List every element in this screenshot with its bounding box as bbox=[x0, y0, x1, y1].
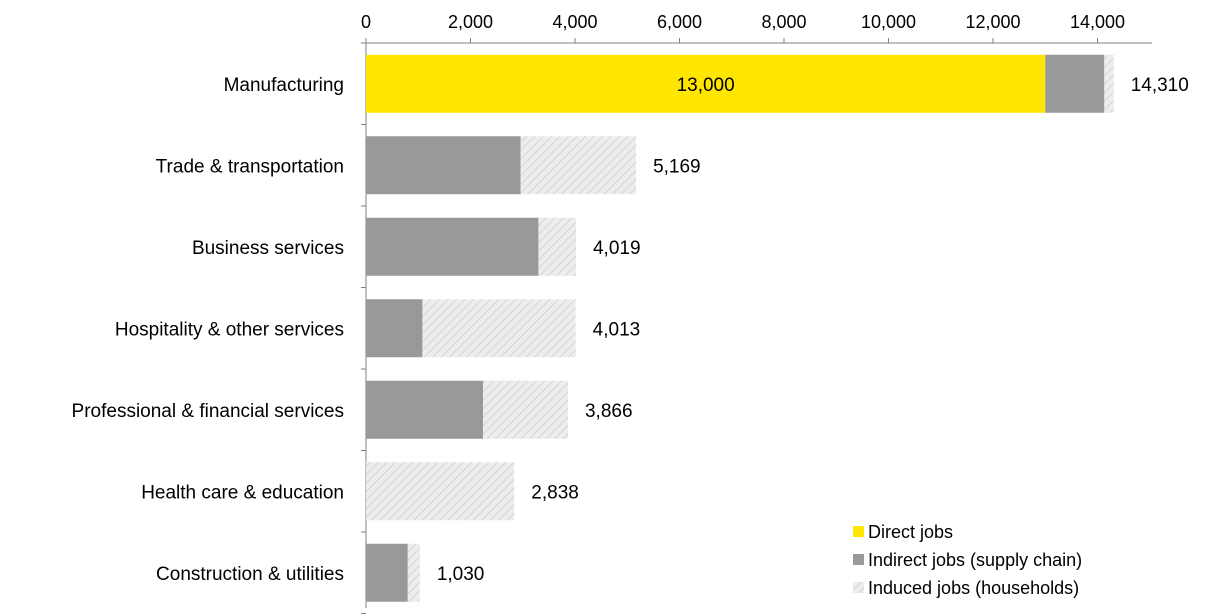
total-label-trade-and-transportation: 5,169 bbox=[653, 156, 701, 177]
category-labels: Manufacturing Trade & transportation Busin… bbox=[72, 75, 344, 585]
bar-construction-and-utilities-indirect-jobs-supply-chain bbox=[366, 543, 408, 602]
category-label-health-care-and-education: Health care & education bbox=[141, 482, 344, 503]
category-label-construction-and-utilities: Construction & utilities bbox=[156, 564, 344, 585]
x-tick-label: 0 bbox=[361, 12, 371, 32]
legend: Direct jobs Indirect jobs (supply chain) I… bbox=[853, 522, 1082, 598]
bar-professional-and-financial-services-induced-jobs-households bbox=[483, 380, 568, 439]
category-label-hospitality-and-other-services: Hospitality & other services bbox=[115, 319, 344, 340]
bar-trade-and-transportation-indirect-jobs-supply-chain bbox=[366, 136, 521, 195]
bar-business-services-induced-jobs-households bbox=[538, 217, 576, 276]
legend-swatch-indirect-jobs-supply-chain bbox=[853, 554, 864, 565]
x-tick-label: 12,000 bbox=[965, 12, 1020, 32]
x-tick-label: 8,000 bbox=[761, 12, 806, 32]
data-labels: 14,310 5,169 4,019 4,013 3,866 2,838 1,030 13,0… bbox=[437, 75, 1189, 585]
bar-health-care-and-education-induced-jobs-households bbox=[366, 462, 515, 521]
total-label-manufacturing: 14,310 bbox=[1131, 75, 1189, 96]
category-label-manufacturing: Manufacturing bbox=[224, 75, 344, 96]
legend-label-indirect-jobs-supply-chain: Indirect jobs (supply chain) bbox=[868, 550, 1082, 570]
total-label-hospitality-and-other-services: 4,013 bbox=[593, 319, 641, 340]
x-tick-label: 14,000 bbox=[1070, 12, 1125, 32]
bar-business-services-indirect-jobs-supply-chain bbox=[366, 217, 539, 276]
legend-label-direct-jobs: Direct jobs bbox=[868, 522, 953, 542]
bar-manufacturing-indirect-jobs-supply-chain bbox=[1045, 54, 1105, 113]
legend-swatch-direct-jobs bbox=[853, 526, 864, 537]
x-tick-label: 6,000 bbox=[657, 12, 702, 32]
category-label-business-services: Business services bbox=[192, 238, 344, 259]
x-tick-label: 10,000 bbox=[861, 12, 916, 32]
bar-construction-and-utilities-induced-jobs-households bbox=[407, 543, 420, 602]
legend-label-induced-jobs-households: Induced jobs (households) bbox=[868, 578, 1079, 598]
total-label-professional-and-financial-services: 3,866 bbox=[585, 401, 633, 422]
category-label-trade-and-transportation: Trade & transportation bbox=[156, 156, 344, 177]
category-label-professional-and-financial-services: Professional & financial services bbox=[72, 401, 344, 422]
bar-hospitality-and-other-services-induced-jobs-households bbox=[422, 299, 576, 358]
bars bbox=[366, 54, 1114, 602]
inbar-label-manufacturing: 13,000 bbox=[677, 75, 735, 96]
bar-professional-and-financial-services-indirect-jobs-supply-chain bbox=[366, 380, 484, 439]
bar-manufacturing-induced-jobs-households bbox=[1104, 54, 1114, 113]
total-label-construction-and-utilities: 1,030 bbox=[437, 564, 485, 585]
x-axis: 0 2,000 4,000 6,000 8,000 10,000 12,000 14,000 bbox=[361, 12, 1152, 614]
x-tick-label: 4,000 bbox=[552, 12, 597, 32]
bar-manufacturing-direct-jobs bbox=[366, 54, 1046, 113]
bar-trade-and-transportation-induced-jobs-households bbox=[520, 136, 637, 195]
total-label-business-services: 4,019 bbox=[593, 238, 641, 259]
x-tick-label: 2,000 bbox=[448, 12, 493, 32]
legend-swatch-induced-jobs-households bbox=[853, 582, 864, 593]
bar-hospitality-and-other-services-indirect-jobs-supply-chain bbox=[366, 299, 423, 358]
total-label-health-care-and-education: 2,838 bbox=[531, 482, 579, 503]
